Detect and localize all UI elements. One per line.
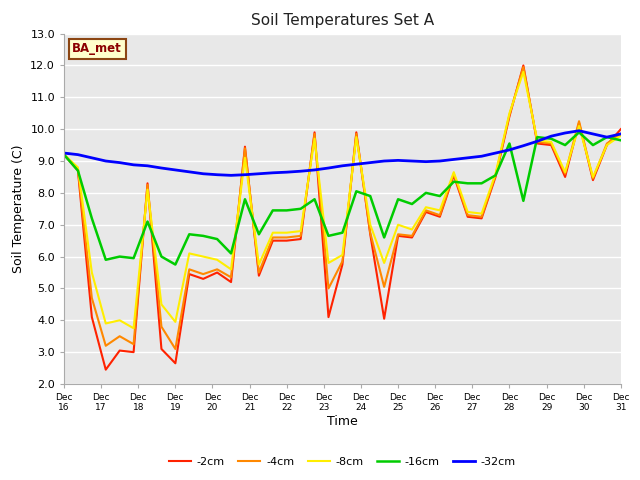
Y-axis label: Soil Temperature (C): Soil Temperature (C) (12, 144, 25, 273)
Title: Soil Temperatures Set A: Soil Temperatures Set A (251, 13, 434, 28)
Text: BA_met: BA_met (72, 42, 122, 55)
Legend: -2cm, -4cm, -8cm, -16cm, -32cm: -2cm, -4cm, -8cm, -16cm, -32cm (164, 453, 520, 471)
X-axis label: Time: Time (327, 415, 358, 428)
